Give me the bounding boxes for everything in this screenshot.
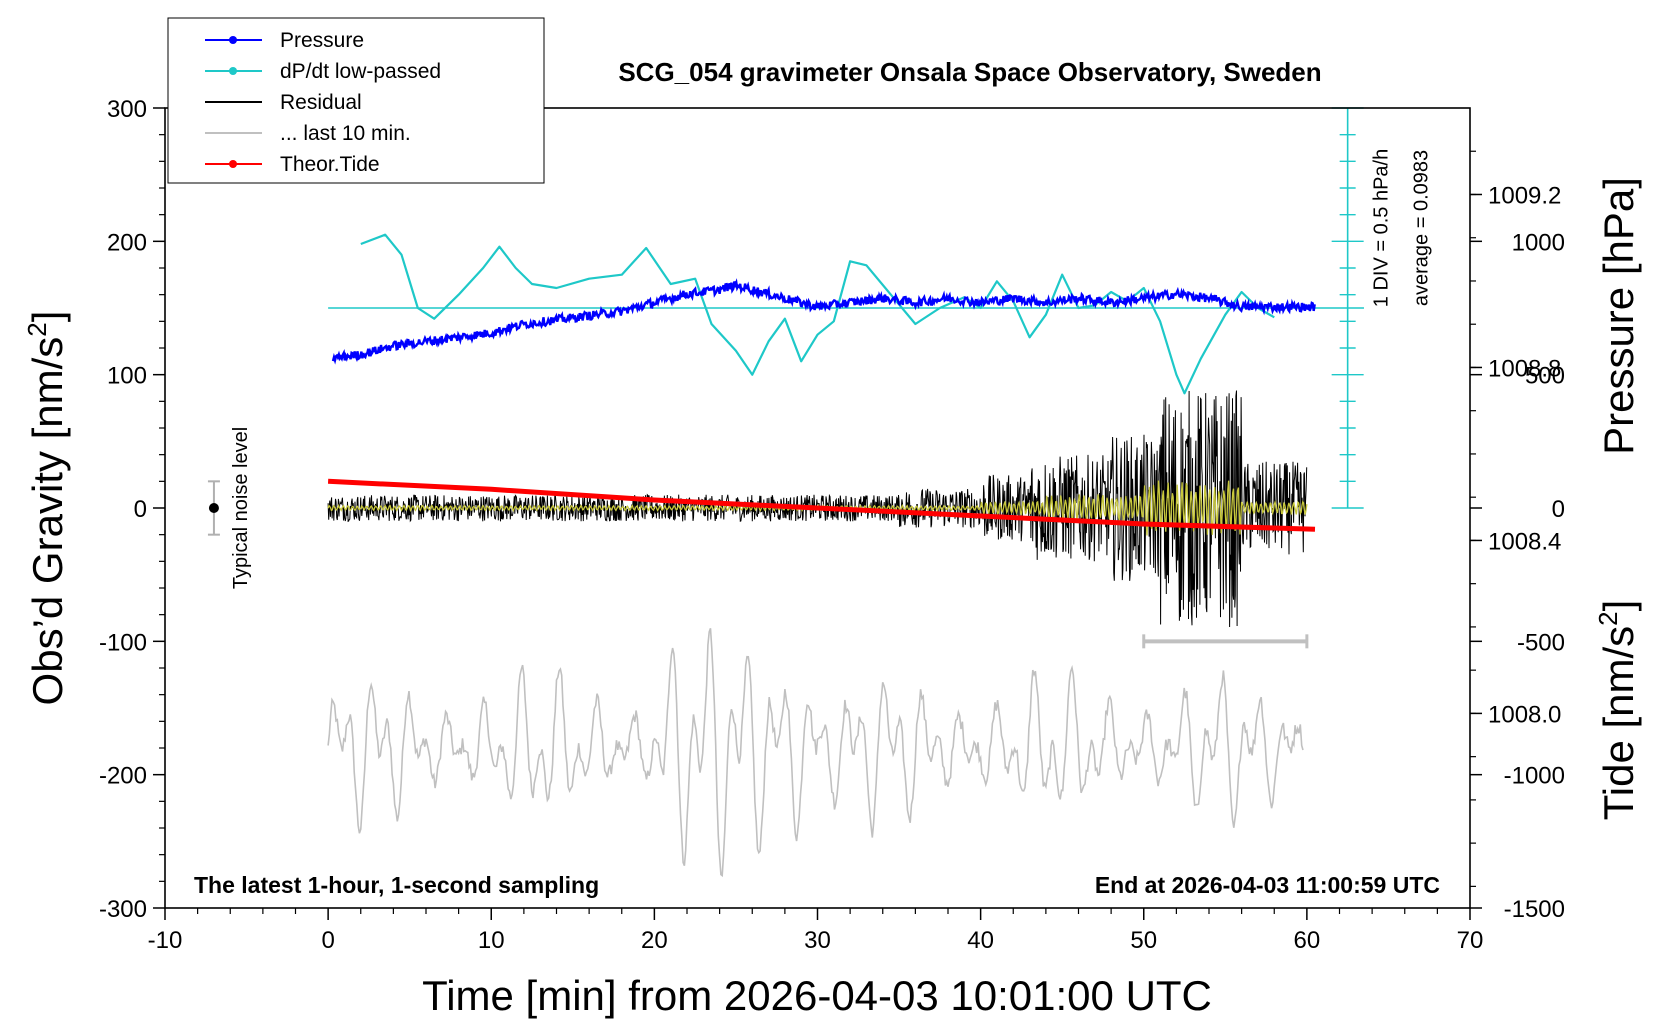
- x-tick-label: 50: [1130, 927, 1157, 954]
- x-tick-label: 10: [478, 927, 505, 954]
- y-left-tick-label: -300: [99, 896, 147, 923]
- legend-marker: [229, 160, 237, 168]
- residual-trace: [327, 390, 1308, 628]
- y-label-tide-main: Tide [nm/s: [1595, 626, 1642, 821]
- y-tide-tick-label: -1000: [1504, 763, 1565, 790]
- x-tick-label: 0: [321, 927, 334, 954]
- y-left-tick-label: 200: [107, 229, 147, 256]
- legend-box: [167, 17, 545, 184]
- x-tick-label: 30: [804, 927, 831, 954]
- x-tick-label: 60: [1294, 927, 1321, 954]
- last-10-min-trace: [327, 628, 1304, 878]
- y-left-tick-label: -200: [99, 763, 147, 790]
- axes: -10 0 10 20 30 40 50 60 703002001000-100-200-300…: [99, 96, 1565, 954]
- footer-right: End at 2026-04-03 11:00:59 UTC: [1095, 872, 1440, 898]
- dpdt-trace: [360, 233, 1275, 395]
- dpdt-scale-label: 1 DIV = 0.5 hPa/h: [1371, 149, 1393, 307]
- noise-point: [208, 503, 219, 513]
- y-label-left-main: Obs’d Gravity [nm/s: [24, 337, 71, 706]
- legend-label: Theor.Tide: [280, 153, 380, 176]
- noise-level-label: Typical noise level: [230, 427, 252, 589]
- y-label-tide-end: ]: [1595, 600, 1642, 612]
- legend-label: dP/dt low-passed: [280, 60, 441, 83]
- legend-label: Pressure: [280, 29, 364, 52]
- y-pressure-tick-label: 1008.4: [1488, 528, 1561, 555]
- legend-label: ... last 10 min.: [280, 122, 411, 145]
- y-axis-label-left: Obs’d Gravity [nm/s2]: [22, 311, 71, 706]
- y-pressure-tick-label: 1009.2: [1488, 182, 1561, 209]
- x-tick-label: 70: [1457, 927, 1484, 954]
- y-tide-tick-label: 0: [1552, 496, 1565, 523]
- dpdt-average-label: average = 0.0983: [1411, 150, 1433, 306]
- legend-label: Residual: [280, 91, 362, 114]
- x-tick-label: 40: [967, 927, 994, 954]
- y-label-left-end: ]: [24, 311, 71, 323]
- plot-data: Typical noise level 1 DIV = 0.5 hPa/h aver…: [207, 107, 1433, 878]
- y-tide-tick-label: -500: [1517, 629, 1565, 656]
- y-left-tick-label: 100: [107, 363, 147, 390]
- tide-trace: [327, 478, 1316, 532]
- y-tide-tick-label: 500: [1525, 363, 1565, 390]
- x-tick-label: -10: [148, 927, 183, 954]
- y-left-tick-label: 300: [107, 96, 147, 123]
- y-axis-label-tide: Tide [nm/s2]: [1593, 600, 1642, 821]
- pressure-trace: [331, 278, 1316, 365]
- legend-marker: [229, 36, 237, 44]
- x-tick-label: 20: [641, 927, 668, 954]
- legend: Pressure dP/dt low-passed Residual ... last…: [167, 17, 545, 184]
- y-left-tick-label: 0: [134, 496, 147, 523]
- legend-items: Pressure dP/dt low-passed Residual ... last…: [205, 29, 441, 176]
- footer-left: The latest 1-hour, 1-second sampling: [194, 872, 599, 898]
- y-pressure-tick-label: 1008.0: [1488, 701, 1561, 728]
- y-pressure-tick-label: 1008.8: [1488, 355, 1561, 382]
- y-tide-tick-label: 1000: [1512, 229, 1565, 256]
- chart-title: SCG_054 gravimeter Onsala Space Observat…: [618, 57, 1321, 87]
- y-tide-tick-label: -1500: [1504, 896, 1565, 923]
- y-label-left-sup: 2: [22, 322, 52, 336]
- y-left-tick-label: -100: [99, 629, 147, 656]
- legend-marker: [229, 67, 237, 75]
- y-axis-label-pressure: Pressure [hPa]: [1595, 177, 1642, 455]
- x-axis-label: Time [min] from 2026-04-03 10:01:00 UTC: [422, 972, 1212, 1019]
- y-label-tide-sup: 2: [1593, 611, 1623, 625]
